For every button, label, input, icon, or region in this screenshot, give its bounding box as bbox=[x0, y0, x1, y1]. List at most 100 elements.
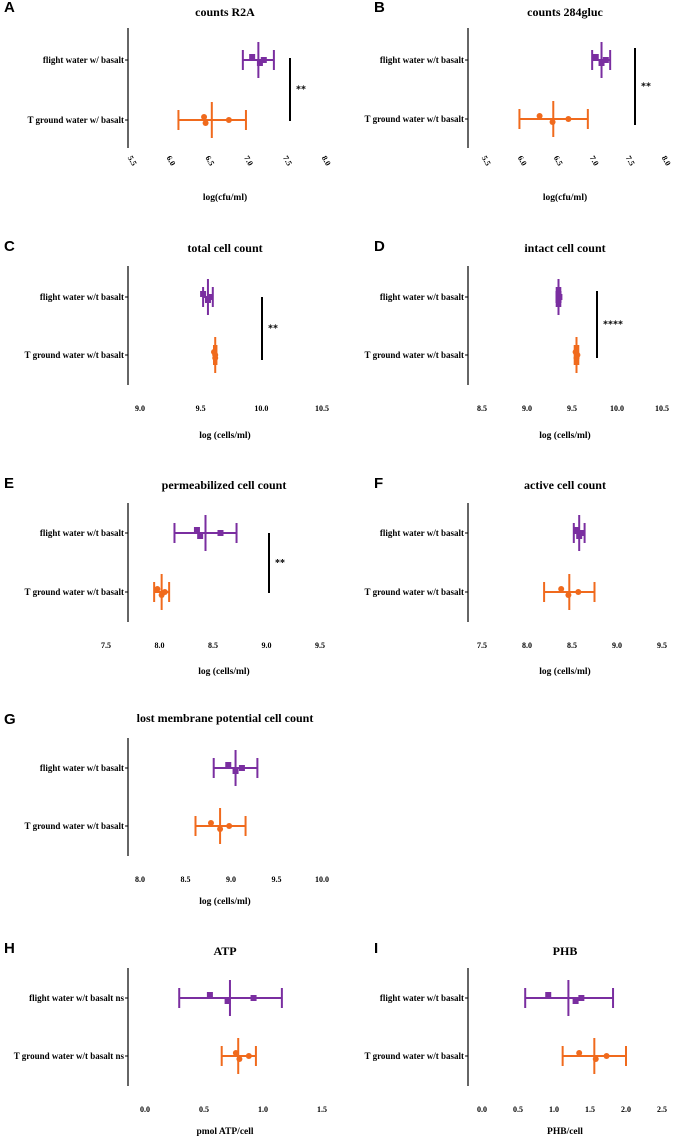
data-point bbox=[224, 998, 231, 1004]
x-tick-label: 8.0 bbox=[320, 154, 333, 167]
x-tick-label: 9.5 bbox=[196, 404, 206, 413]
data-point bbox=[193, 527, 200, 533]
chart-title: active cell count bbox=[524, 478, 606, 492]
x-tick-label: 8.5 bbox=[181, 875, 191, 884]
data-point bbox=[154, 586, 161, 592]
x-tick-label: 6.0 bbox=[516, 154, 529, 167]
x-tick-label: 8.5 bbox=[208, 641, 218, 650]
series-purple: flight water w/t basalt ns bbox=[29, 980, 283, 1016]
data-point bbox=[565, 592, 572, 598]
category-label: flight water w/t basalt bbox=[40, 528, 124, 538]
data-point bbox=[549, 119, 556, 125]
category-label: flight water w/t basalt bbox=[40, 763, 124, 773]
data-point bbox=[250, 995, 257, 1001]
data-point bbox=[592, 54, 599, 60]
significance-label: ** bbox=[641, 82, 651, 93]
series-orange: T ground water w/ basalt bbox=[27, 102, 247, 138]
significance-label: ** bbox=[296, 85, 306, 96]
data-point bbox=[573, 527, 580, 533]
category-label: flight water w/t basalt bbox=[380, 528, 464, 538]
data-point bbox=[598, 60, 605, 66]
data-point bbox=[202, 120, 209, 126]
category-label: T ground water w/t basalt bbox=[364, 587, 464, 597]
x-tick-label: 10.5 bbox=[315, 404, 329, 413]
data-point bbox=[217, 530, 224, 536]
data-point bbox=[161, 589, 168, 595]
series-purple: flight water w/t basalt bbox=[380, 279, 563, 315]
data-point bbox=[206, 992, 213, 998]
data-point bbox=[574, 352, 581, 358]
category-label: flight water w/t basalt bbox=[380, 55, 464, 65]
data-point bbox=[232, 1050, 239, 1056]
category-label: T ground water w/t basalt bbox=[364, 114, 464, 124]
x-axis-label: log (cells/ml) bbox=[198, 666, 249, 677]
x-tick-label: 10.0 bbox=[254, 404, 268, 413]
chart-title: counts R2A bbox=[195, 5, 255, 19]
category-label: T ground water w/t basalt bbox=[24, 587, 124, 597]
data-point bbox=[602, 57, 609, 63]
data-point bbox=[603, 1053, 610, 1059]
x-tick-label: 6.5 bbox=[203, 154, 216, 167]
x-tick-label: 7.0 bbox=[588, 154, 601, 167]
series-orange: T ground water w/t basalt ns bbox=[14, 1038, 257, 1074]
data-point bbox=[200, 291, 207, 297]
significance-label: ** bbox=[275, 558, 285, 569]
series-purple: flight water w/t basalt bbox=[40, 750, 259, 786]
panel-letter: B bbox=[374, 0, 385, 16]
category-label: T ground water w/t basalt bbox=[364, 1051, 464, 1061]
significance-label: ** bbox=[268, 324, 278, 335]
data-point bbox=[575, 589, 582, 595]
panel-letter: G bbox=[4, 711, 16, 728]
x-tick-label: 9.0 bbox=[522, 404, 532, 413]
x-tick-label: 1.5 bbox=[317, 1105, 327, 1114]
category-label: T ground water w/ basalt bbox=[27, 115, 124, 125]
x-tick-label: 10.0 bbox=[315, 875, 329, 884]
data-point bbox=[238, 765, 245, 771]
panel-letter: H bbox=[4, 940, 15, 957]
data-point bbox=[245, 1053, 252, 1059]
series-purple: flight water w/t basalt bbox=[380, 980, 615, 1016]
x-axis-label: log (cells/ml) bbox=[199, 430, 250, 441]
data-point bbox=[212, 352, 219, 358]
series-orange: T ground water w/t basalt bbox=[364, 574, 596, 610]
x-tick-label: 1.0 bbox=[549, 1105, 559, 1114]
x-tick-label: 7.5 bbox=[477, 641, 487, 650]
data-point bbox=[232, 768, 239, 774]
series-purple: flight water w/t basalt bbox=[40, 515, 238, 551]
x-tick-label: 8.0 bbox=[155, 641, 165, 650]
series-orange: T ground water w/t basalt bbox=[364, 1038, 627, 1074]
data-point bbox=[197, 533, 204, 539]
data-point bbox=[225, 762, 232, 768]
x-tick-label: 9.5 bbox=[315, 641, 325, 650]
x-tick-label: 2.0 bbox=[621, 1105, 631, 1114]
x-axis-label: log (cells/ml) bbox=[539, 430, 590, 441]
x-tick-label: 10.5 bbox=[655, 404, 669, 413]
category-label: T ground water w/t basalt ns bbox=[14, 1051, 125, 1061]
x-tick-label: 7.5 bbox=[281, 154, 294, 167]
category-label: flight water w/ basalt bbox=[43, 55, 124, 65]
panel-letter: I bbox=[374, 940, 378, 957]
series-orange: T ground water w/t basalt bbox=[24, 808, 247, 844]
series-orange: T ground water w/t basalt bbox=[364, 101, 589, 137]
data-point bbox=[536, 113, 543, 119]
x-tick-label: 6.0 bbox=[165, 154, 178, 167]
x-tick-label: 7.5 bbox=[624, 154, 637, 167]
x-tick-label: 9.0 bbox=[226, 875, 236, 884]
x-axis-label: pmol ATP/cell bbox=[196, 1127, 253, 1137]
x-tick-label: 1.5 bbox=[585, 1105, 595, 1114]
x-tick-label: 5.5 bbox=[480, 154, 493, 167]
data-point bbox=[576, 1050, 583, 1056]
series-orange: T ground water w/t basalt bbox=[364, 337, 581, 373]
category-label: T ground water w/t basalt bbox=[24, 821, 124, 831]
x-tick-label: 5.5 bbox=[126, 154, 139, 167]
chart-title: lost membrane potential cell count bbox=[137, 711, 314, 725]
data-point bbox=[572, 998, 579, 1004]
